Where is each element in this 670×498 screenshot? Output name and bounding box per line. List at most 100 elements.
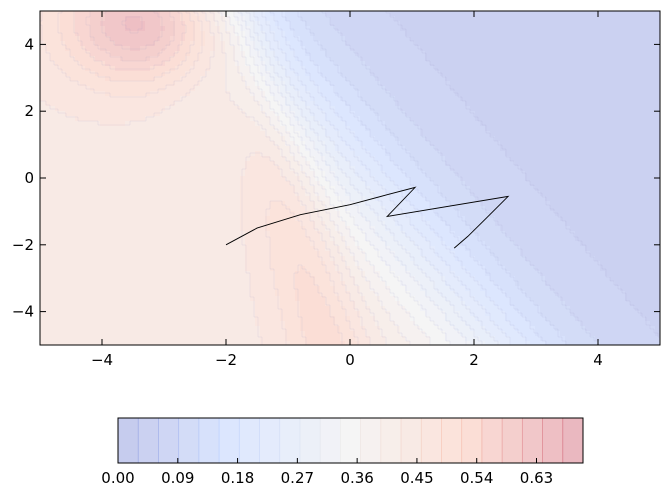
contour-cell — [310, 26, 316, 32]
contour-cell — [395, 11, 401, 17]
contour-cell — [635, 111, 641, 117]
contour-cell — [525, 176, 531, 182]
contour-cell — [540, 186, 546, 192]
contour-cell — [475, 46, 481, 52]
contour-cell — [515, 106, 521, 112]
contour-cell — [535, 151, 541, 157]
contour-cell — [350, 21, 356, 27]
contour-cell — [300, 111, 306, 117]
contour-cell — [90, 66, 96, 72]
contour-cell — [465, 131, 471, 137]
contour-cell — [275, 101, 281, 107]
contour-cell — [655, 151, 660, 157]
contour-cell — [245, 181, 251, 187]
contour-cell — [440, 46, 446, 52]
contour-cell — [525, 136, 531, 142]
contour-cell — [540, 61, 546, 67]
contour-cell — [575, 166, 581, 172]
contour-cell — [560, 16, 566, 22]
contour-cell — [235, 116, 241, 122]
contour-cell — [560, 86, 566, 92]
contour-cell — [600, 61, 606, 67]
contour-cell — [450, 191, 456, 197]
contour-cell — [50, 131, 56, 137]
contour-cell — [465, 11, 471, 17]
contour-cell — [435, 131, 441, 137]
contour-cell — [85, 191, 91, 197]
contour-cell — [465, 36, 471, 42]
contour-cell — [645, 141, 651, 147]
contour-cell — [250, 136, 256, 142]
contour-cell — [580, 16, 586, 22]
contour-cell — [420, 141, 426, 147]
contour-cell — [485, 51, 491, 57]
contour-cell — [500, 166, 506, 172]
contour-cell — [150, 126, 156, 132]
contour-cell — [200, 171, 206, 177]
contour-cell — [515, 91, 521, 97]
contour-cell — [355, 176, 361, 182]
contour-cell — [345, 31, 351, 37]
contour-cell — [115, 31, 121, 37]
contour-cell — [505, 56, 511, 62]
contour-cell — [105, 131, 111, 137]
contour-cell — [55, 106, 61, 112]
contour-cell — [200, 71, 206, 77]
contour-cell — [380, 86, 386, 92]
contour-cell — [465, 126, 471, 132]
contour-cell — [305, 96, 311, 102]
contour-cell — [420, 201, 426, 207]
contour-cell — [435, 141, 441, 147]
contour-cell — [360, 141, 366, 147]
contour-cell — [560, 191, 566, 197]
contour-cell — [410, 91, 416, 97]
contour-cell — [500, 66, 506, 72]
contour-cell — [600, 21, 606, 27]
contour-cell — [590, 151, 596, 157]
contour-cell — [165, 151, 171, 157]
contour-cell — [190, 176, 196, 182]
contour-cell — [185, 186, 191, 192]
contour-cell — [520, 161, 526, 167]
contour-cell — [300, 116, 306, 122]
contour-cell — [155, 16, 161, 22]
contour-cell — [530, 16, 536, 22]
contour-cell — [445, 51, 451, 57]
contour-cell — [425, 66, 431, 72]
contour-cell — [50, 151, 56, 157]
contour-cell — [105, 126, 111, 132]
contour-cell — [315, 96, 321, 102]
contour-cell — [190, 101, 196, 107]
contour-cell — [435, 21, 441, 27]
contour-cell — [80, 96, 86, 102]
contour-cell — [255, 51, 261, 57]
contour-cell — [175, 96, 181, 102]
contour-cell — [370, 166, 376, 172]
contour-cell — [325, 71, 331, 77]
contour-cell — [210, 56, 216, 62]
contour-cell — [135, 181, 141, 187]
contour-cell — [380, 121, 386, 127]
contour-cell — [260, 26, 266, 32]
contour-cell — [630, 151, 636, 157]
contour-cell — [650, 66, 656, 72]
contour-cell — [75, 16, 81, 22]
contour-cell — [455, 196, 461, 202]
contour-cell — [315, 86, 321, 92]
contour-cell — [340, 151, 346, 157]
contour-cell — [330, 196, 336, 202]
contour-cell — [630, 181, 636, 187]
contour-cell — [365, 86, 371, 92]
contour-cell — [315, 16, 321, 22]
contour-cell — [250, 151, 256, 157]
contour-cell — [560, 71, 566, 77]
contour-cell — [260, 191, 266, 197]
contour-cell — [630, 156, 636, 162]
contour-cell — [515, 31, 521, 37]
contour-cell — [125, 211, 131, 217]
contour-cell — [560, 201, 566, 207]
contour-cell — [510, 146, 516, 152]
contour-cell — [380, 71, 386, 77]
contour-cell — [535, 76, 541, 82]
contour-cell — [115, 106, 121, 112]
